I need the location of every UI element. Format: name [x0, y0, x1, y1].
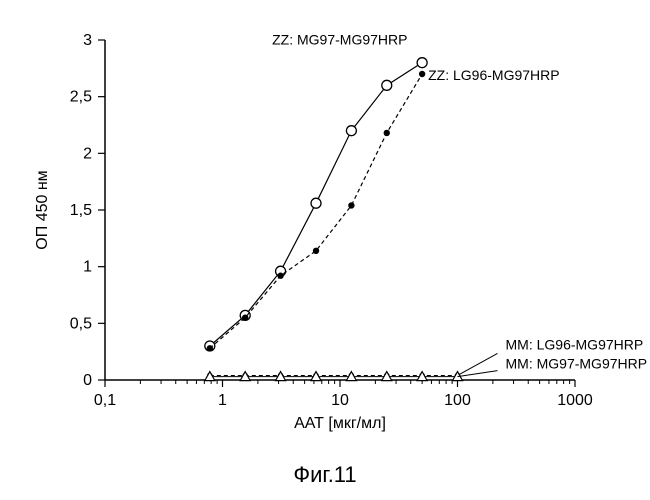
- svg-text:Фиг.11: Фиг.11: [293, 462, 356, 487]
- svg-text:2,5: 2,5: [70, 89, 92, 106]
- svg-text:0,1: 0,1: [94, 392, 116, 409]
- svg-text:2: 2: [83, 145, 92, 162]
- svg-text:10: 10: [331, 392, 349, 409]
- svg-text:1: 1: [83, 259, 92, 276]
- svg-text:0,5: 0,5: [70, 315, 92, 332]
- svg-text:1,5: 1,5: [70, 202, 92, 219]
- svg-text:1000: 1000: [557, 392, 593, 409]
- line-chart: 0 0,5 1 1,5 2 2,5 3 0,1 1 10 100 1000 ААТ [мкг/мл] ОП…: [0, 0, 650, 500]
- svg-text:ZZ: LG96-MG97HRP: ZZ: LG96-MG97HRP: [428, 67, 559, 83]
- svg-text:ОП 450 нм: ОП 450 нм: [34, 170, 51, 249]
- svg-text:ZZ: MG97-MG97HRP: ZZ: MG97-MG97HRP: [272, 32, 407, 48]
- svg-text:1: 1: [218, 392, 227, 409]
- svg-text:ААТ [мкг/мл]: ААТ [мкг/мл]: [294, 415, 386, 432]
- svg-text:3: 3: [83, 32, 92, 49]
- svg-text:100: 100: [444, 392, 471, 409]
- svg-text:MM: LG96-MG97HRP: MM: LG96-MG97HRP: [506, 336, 644, 352]
- svg-text:MM: MG97-MG97HRP: MM: MG97-MG97HRP: [506, 356, 648, 372]
- svg-text:0: 0: [83, 372, 92, 389]
